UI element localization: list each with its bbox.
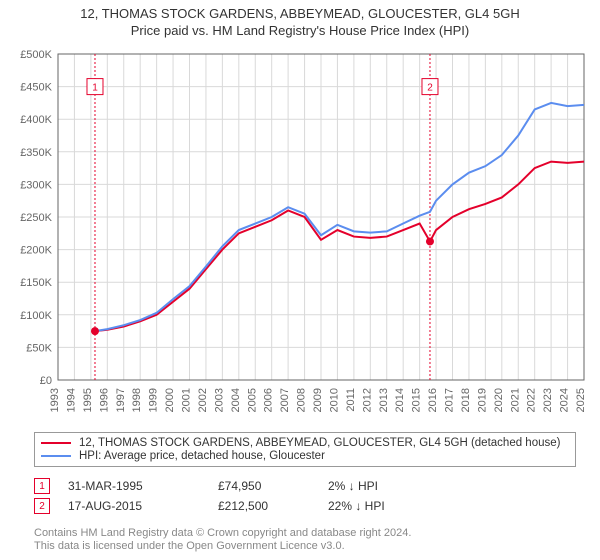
svg-text:£400K: £400K	[20, 114, 52, 126]
sale-row-1: 1 31-MAR-1995 £74,950 2% ↓ HPI	[34, 478, 576, 494]
svg-text:£250K: £250K	[20, 212, 52, 224]
svg-text:2016: 2016	[427, 388, 439, 412]
svg-text:2007: 2007	[279, 388, 291, 412]
svg-text:2017: 2017	[444, 388, 456, 412]
sale-date-1: 31-MAR-1995	[68, 479, 218, 493]
price-chart: £0 £50K £100K £150K £200K £250K £300K £350K £400…	[10, 46, 590, 422]
svg-text:2022: 2022	[526, 388, 538, 412]
svg-text:1: 1	[92, 83, 98, 94]
svg-text:2014: 2014	[394, 388, 406, 412]
title-line-2: Price paid vs. HM Land Registry's House …	[0, 23, 600, 40]
title-line-1: 12, THOMAS STOCK GARDENS, ABBEYMEAD, GLO…	[0, 6, 600, 23]
svg-text:2011: 2011	[345, 388, 357, 412]
svg-text:£50K: £50K	[26, 342, 52, 354]
svg-text:1998: 1998	[131, 388, 143, 412]
svg-text:2019: 2019	[476, 388, 488, 412]
sale-price-1: £74,950	[218, 479, 328, 493]
svg-text:2018: 2018	[460, 388, 472, 412]
sale-vs-hpi-2: 22% ↓ HPI	[328, 499, 488, 513]
svg-text:2021: 2021	[509, 388, 521, 412]
svg-text:2025: 2025	[575, 388, 587, 412]
svg-text:1997: 1997	[115, 388, 127, 412]
svg-text:2020: 2020	[493, 388, 505, 412]
svg-text:2005: 2005	[246, 388, 258, 412]
footer: Contains HM Land Registry data © Crown c…	[34, 527, 576, 555]
svg-text:2006: 2006	[263, 388, 275, 412]
sale-marker-1: 1	[34, 478, 50, 494]
svg-text:1995: 1995	[82, 388, 94, 412]
chart-titles: 12, THOMAS STOCK GARDENS, ABBEYMEAD, GLO…	[0, 0, 600, 40]
svg-text:£300K: £300K	[20, 179, 52, 191]
sale-marker-2: 2	[34, 498, 50, 514]
legend-item-property: 12, THOMAS STOCK GARDENS, ABBEYMEAD, GLO…	[41, 437, 569, 449]
svg-text:£450K: £450K	[20, 82, 52, 94]
legend-swatch-hpi	[41, 455, 71, 457]
svg-text:2008: 2008	[296, 388, 308, 412]
svg-text:£350K: £350K	[20, 147, 52, 159]
sale-date-2: 17-AUG-2015	[68, 499, 218, 513]
svg-text:£200K: £200K	[20, 245, 52, 257]
svg-text:2023: 2023	[542, 388, 554, 412]
svg-text:£100K: £100K	[20, 310, 52, 322]
svg-text:£150K: £150K	[20, 277, 52, 289]
chart-area: £0 £50K £100K £150K £200K £250K £300K £350K £400…	[10, 46, 590, 422]
svg-text:2: 2	[427, 83, 433, 94]
legend-item-hpi: HPI: Average price, detached house, Glou…	[41, 450, 569, 462]
svg-text:£500K: £500K	[20, 49, 52, 61]
svg-text:2015: 2015	[411, 388, 423, 412]
legend-swatch-property	[41, 442, 71, 444]
svg-text:2009: 2009	[312, 388, 324, 412]
sale-row-2: 2 17-AUG-2015 £212,500 22% ↓ HPI	[34, 498, 576, 514]
footer-line-1: Contains HM Land Registry data © Crown c…	[34, 527, 576, 541]
footer-line-2: This data is licensed under the Open Gov…	[34, 540, 576, 554]
svg-text:2000: 2000	[164, 388, 176, 412]
svg-text:£0: £0	[40, 375, 52, 387]
svg-text:2010: 2010	[328, 388, 340, 412]
svg-text:2002: 2002	[197, 388, 209, 412]
svg-text:1996: 1996	[98, 388, 110, 412]
legend: 12, THOMAS STOCK GARDENS, ABBEYMEAD, GLO…	[34, 432, 576, 467]
legend-label-property: 12, THOMAS STOCK GARDENS, ABBEYMEAD, GLO…	[79, 437, 560, 449]
sales-table: 1 31-MAR-1995 £74,950 2% ↓ HPI 2 17-AUG-…	[34, 474, 576, 518]
svg-text:2001: 2001	[181, 388, 193, 412]
svg-text:1993: 1993	[49, 388, 61, 412]
sale-vs-hpi-1: 2% ↓ HPI	[328, 479, 488, 493]
svg-text:2003: 2003	[213, 388, 225, 412]
svg-text:2012: 2012	[361, 388, 373, 412]
svg-text:2013: 2013	[378, 388, 390, 412]
svg-text:2024: 2024	[559, 388, 571, 412]
svg-text:2004: 2004	[230, 388, 242, 412]
svg-text:1994: 1994	[65, 388, 77, 412]
svg-text:1999: 1999	[148, 388, 160, 412]
sale-price-2: £212,500	[218, 499, 328, 513]
legend-label-hpi: HPI: Average price, detached house, Glou…	[79, 450, 325, 462]
